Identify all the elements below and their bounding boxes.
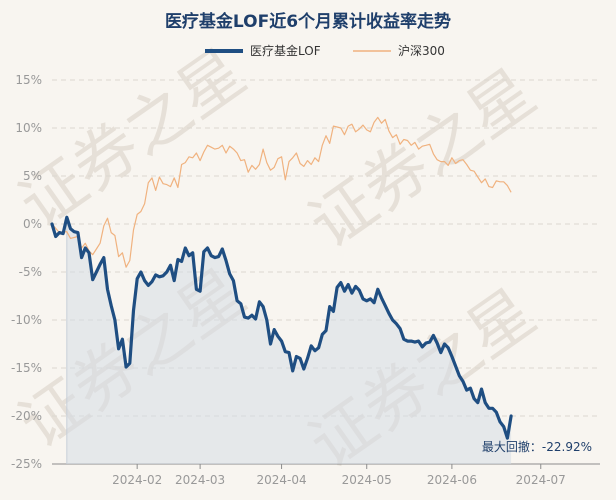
series-line-fund xyxy=(50,215,513,440)
y-tick-label: -25% xyxy=(11,457,42,471)
watermark-text-1: 证券之星 xyxy=(7,36,259,243)
x-tick-label: 2024-02 xyxy=(112,473,162,487)
y-tick-label: -20% xyxy=(11,409,42,423)
x-tick-label: 2024-03 xyxy=(175,473,225,487)
chart-title: 医疗基金LOF近6个月累计收益率走势 xyxy=(165,11,451,32)
legend-label-index: 沪深300 xyxy=(398,44,445,58)
y-tick-label: 5% xyxy=(23,169,42,183)
y-tick-label: 15% xyxy=(15,73,42,87)
legend-label-fund: 医疗基金LOF xyxy=(250,43,321,58)
max-drawdown-annotation: 最大回撤：-22.92% xyxy=(482,439,592,454)
y-tick-label: -10% xyxy=(11,313,42,327)
x-tick-label: 2024-04 xyxy=(256,473,306,487)
x-axis: 2024-02 2024-03 2024-04 2024-05 2024-06 2024-… xyxy=(52,463,600,487)
y-tick-label: -5% xyxy=(19,265,42,279)
x-tick-label: 2024-06 xyxy=(427,473,477,487)
y-tick-label: -15% xyxy=(11,361,42,375)
y-tick-label: 10% xyxy=(15,121,42,135)
legend: 医疗基金LOF 沪深300 xyxy=(205,43,445,58)
y-axis: 15% 10% 5% 0% -5% -10% -15% -20% -25% xyxy=(11,73,42,471)
watermark-text-2: 证券之星 xyxy=(297,56,549,263)
plot-area xyxy=(50,116,513,464)
x-tick-label: 2024-07 xyxy=(516,473,566,487)
x-tick-label: 2024-05 xyxy=(342,473,392,487)
y-tick-label: 0% xyxy=(23,217,42,231)
fund-area-fill xyxy=(66,217,512,464)
series-line-index xyxy=(51,116,512,268)
